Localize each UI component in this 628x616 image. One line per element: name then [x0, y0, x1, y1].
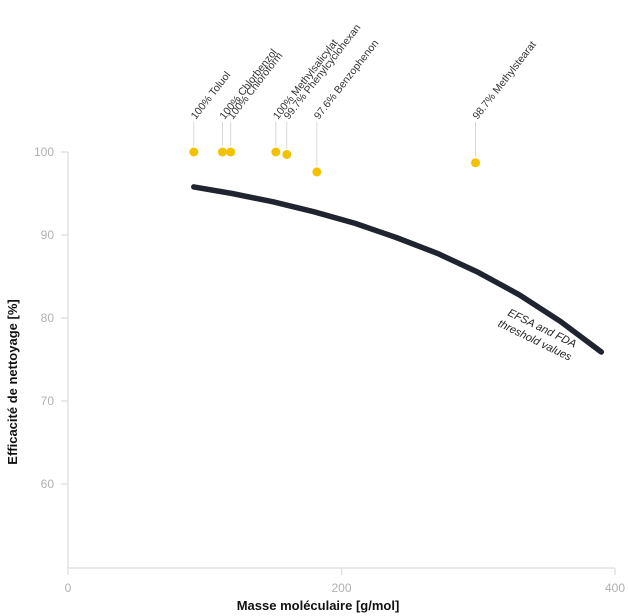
y-tick-label: 100 — [34, 145, 54, 159]
x-tick-label: 0 — [65, 581, 72, 595]
data-point — [189, 147, 199, 157]
tick-group: 0 200 400 100 90 80 70 60 — [34, 145, 625, 595]
data-point — [312, 167, 322, 177]
y-axis-title: Efficacité de nettoyage [%] — [5, 299, 20, 464]
threshold-curve — [191, 184, 605, 355]
data-point — [282, 149, 292, 159]
data-point — [471, 158, 481, 168]
threshold-annotation: EFSA and FDAthreshold values — [496, 305, 580, 364]
threshold-curve-group: EFSA and FDAthreshold values — [191, 184, 605, 364]
data-point — [218, 147, 228, 157]
y-tick-label: 70 — [41, 394, 55, 408]
x-tick-label: 400 — [605, 581, 625, 595]
data-point-label: 98.7% Methylstearat — [470, 39, 538, 122]
y-tick-label: 60 — [41, 477, 55, 491]
y-tick-label: 80 — [41, 311, 55, 325]
x-axis-title: Masse moléculaire [g/mol] — [237, 598, 400, 613]
data-point — [226, 147, 236, 157]
y-tick-label: 90 — [41, 228, 55, 242]
data-point — [271, 147, 281, 157]
x-tick-label: 200 — [331, 581, 351, 595]
